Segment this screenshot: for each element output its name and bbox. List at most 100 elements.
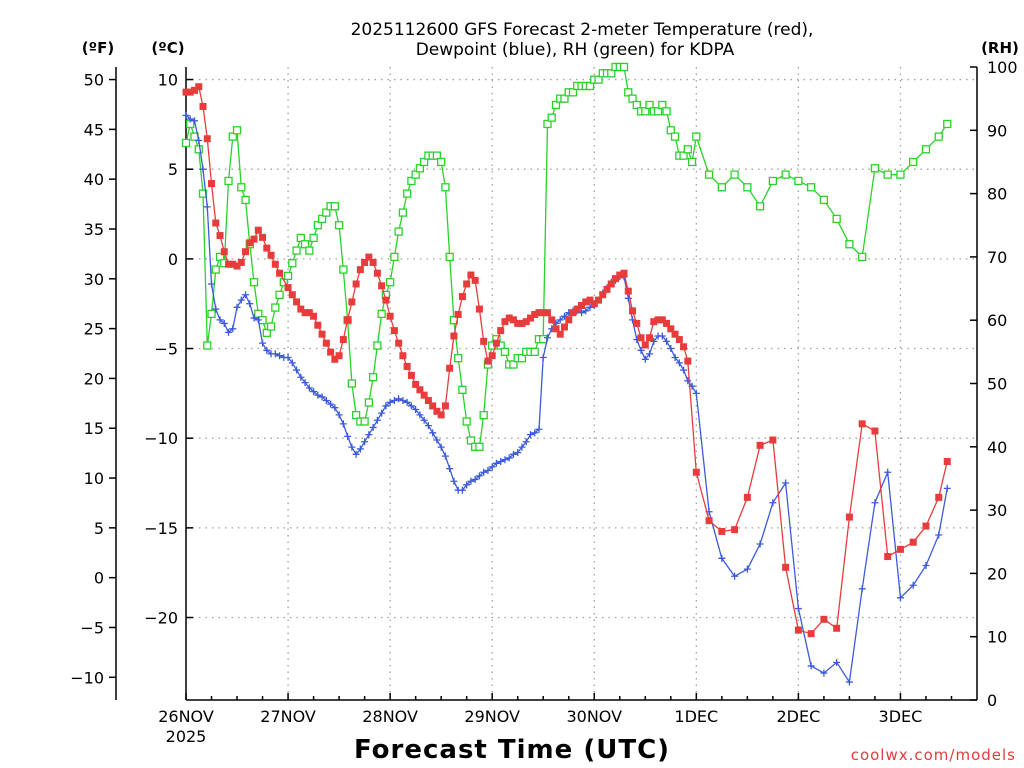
dewpoint-point [446, 465, 454, 473]
temperature-point [471, 276, 479, 284]
rh-point [237, 183, 246, 192]
x-axis-label: Forecast Time (UTC) [354, 735, 670, 765]
temperature-point [271, 260, 279, 268]
temperature-point [254, 226, 262, 234]
dewpoint-point [671, 353, 679, 361]
rh-point [624, 88, 633, 97]
temperature-point [454, 310, 462, 318]
x-tick-label: 27NOV [260, 707, 316, 726]
dewpoint-point [782, 479, 790, 487]
temperature-point [378, 282, 386, 290]
rh-point [632, 100, 641, 110]
rh-tick-label: 80 [987, 185, 1007, 204]
dewpoint-point [297, 373, 305, 381]
fahrenheit-tick-label: 40 [84, 170, 104, 189]
rh-point [530, 347, 539, 357]
temperature-point [845, 513, 853, 521]
rh-tick-label: 10 [987, 628, 1007, 647]
rh-point [551, 100, 561, 110]
dewpoint-point [233, 303, 241, 311]
rh-point [211, 265, 220, 274]
dewpoint-point [322, 397, 330, 405]
temperature-point [212, 219, 220, 227]
dewpoint-point [535, 425, 543, 433]
dewpoint-point [250, 314, 258, 322]
rh-point [619, 62, 629, 72]
rh-point [666, 126, 675, 135]
temperature-point [395, 339, 403, 347]
temperature-line [186, 85, 948, 635]
temperature-point [216, 232, 224, 240]
rh-point [896, 170, 905, 179]
dewpoint-point [412, 406, 420, 414]
dewpoint-point [475, 472, 483, 480]
rh-tick-label: 90 [987, 121, 1007, 140]
dewpoint-point [484, 466, 492, 474]
chart-title-line1: 2025112600 GFS Forecast 2-meter Temperat… [351, 20, 814, 40]
dewpoint-point [327, 400, 335, 408]
dewpoint-point [365, 431, 373, 439]
dewpoint-point [582, 307, 590, 315]
data-series [181, 62, 952, 686]
fahrenheit-tick-label: 30 [84, 270, 104, 289]
temperature-point [293, 298, 301, 306]
temperature-point [288, 291, 296, 299]
temperature-point [242, 248, 250, 256]
dewpoint-point [199, 165, 207, 173]
celsius-tick-label: −5 [154, 340, 178, 359]
dewpoint-point [186, 115, 194, 123]
dewpoint-point [858, 585, 866, 593]
dewpoint-point [518, 443, 526, 451]
x-tick-label: 29NOV [464, 707, 520, 726]
dewpoint-point [361, 438, 369, 446]
temperature-point [595, 296, 603, 304]
temperature-point [225, 260, 233, 268]
dewpoint-point [229, 325, 237, 333]
fahrenheit-unit-label: (ºF) [82, 39, 114, 57]
temperature-point [794, 626, 802, 634]
temperature-point [348, 298, 356, 306]
rh-point [641, 107, 650, 116]
celsius-tick-label: −15 [144, 519, 178, 538]
fahrenheit-tick-label: 25 [84, 320, 104, 339]
rh-point [692, 132, 701, 141]
dewpoint-point [314, 391, 322, 399]
dewpoint-point [501, 456, 509, 464]
rh-point [266, 322, 276, 331]
rh-point [441, 183, 450, 192]
dewpoint-point [922, 562, 930, 570]
temperature-point [833, 624, 841, 632]
temperature-point [424, 397, 432, 405]
rh-point [339, 265, 348, 274]
rh-point [704, 170, 714, 179]
temperature-point [782, 563, 790, 571]
fahrenheit-tick-label: 20 [84, 369, 104, 388]
rh-point [296, 233, 305, 243]
dewpoint-point [399, 397, 407, 405]
temperature-point [616, 271, 624, 279]
temperature-point [203, 135, 211, 143]
temperature-point [743, 493, 751, 501]
fahrenheit-tick-label: 10 [84, 469, 104, 488]
temperature-point [301, 309, 309, 317]
rh-point [437, 157, 446, 167]
temperature-point [233, 262, 241, 270]
temperature-point [943, 458, 951, 466]
temperature-point [646, 334, 654, 342]
temperature-point [578, 301, 585, 309]
rh-point [224, 176, 233, 186]
rh-point [207, 309, 216, 319]
temperature-point [820, 615, 828, 623]
rh-point [475, 442, 484, 451]
dewpoint-point [276, 352, 284, 360]
x-tick-label: 30NOV [566, 707, 622, 726]
rh-point [279, 278, 288, 287]
rh-point [539, 335, 548, 344]
temperature-point [433, 407, 441, 415]
fahrenheit-tick-label: 50 [84, 71, 104, 90]
dewpoint-point [403, 398, 411, 406]
rh-tick-label: 20 [987, 564, 1007, 583]
rh-point [845, 240, 854, 249]
temperature-point [331, 355, 339, 363]
rh-point [943, 119, 952, 129]
